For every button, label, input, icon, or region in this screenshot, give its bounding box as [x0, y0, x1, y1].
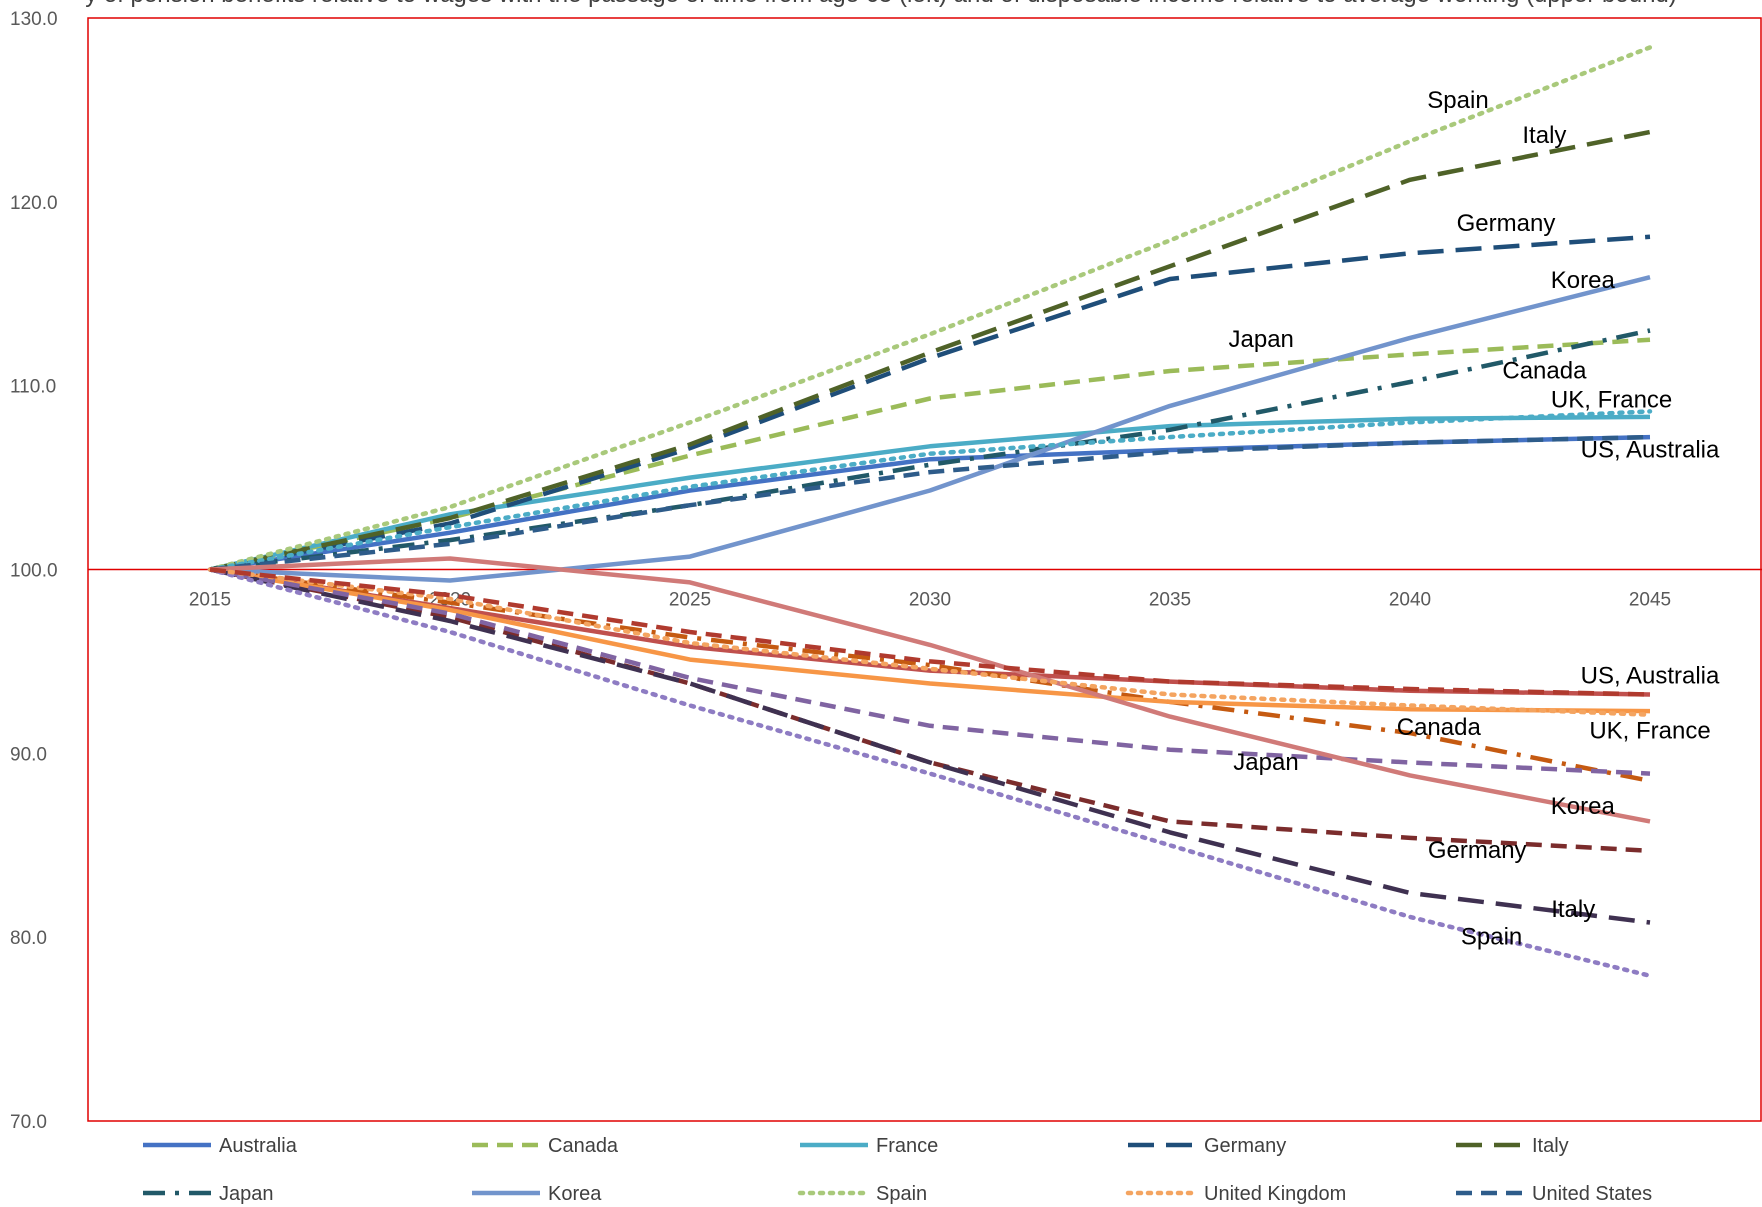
- x-tick-label: 2015: [189, 590, 231, 611]
- y-tick-label: 70.0: [10, 1112, 47, 1133]
- series-line-upper-canada: [209, 337, 1651, 572]
- series-annotation: Spain: [1427, 87, 1488, 114]
- legend-label: Korea: [548, 1183, 602, 1205]
- series-line-upper-spain: [207, 45, 1653, 572]
- series-annotation: Germany: [1428, 837, 1527, 864]
- series-line-upper-united-states: [209, 434, 1651, 572]
- legend-label: Germany: [1204, 1135, 1286, 1157]
- series-annotation: Japan: [1229, 326, 1294, 353]
- legend-entry-spain: Spain: [797, 1183, 927, 1205]
- series-annotation: Korea: [1551, 793, 1616, 820]
- series-annotation: Canada: [1397, 714, 1482, 741]
- annotation-layer: Spain Italy Germany Korea Japan Canada UK, Fra…: [1229, 87, 1721, 950]
- series-annotation: Spain: [1461, 924, 1522, 951]
- series-annotation: US, Australia: [1581, 436, 1720, 463]
- legend-label: Italy: [1532, 1135, 1569, 1157]
- series-line-lower-france: [209, 567, 1651, 714]
- series-layer: [207, 45, 1653, 979]
- series-line-lower-germany: [209, 567, 1651, 854]
- series-line-lower-united-kingdom: [207, 567, 1653, 717]
- legend-label: France: [876, 1135, 938, 1157]
- legend-entry-canada: Canada: [472, 1135, 619, 1157]
- series-annotation: US, Australia: [1581, 662, 1720, 689]
- series-line-upper-japan: [209, 328, 1651, 572]
- series-line-lower-australia: [209, 567, 1651, 697]
- y-tick-label: 110.0: [10, 377, 56, 398]
- series-line-upper-france: [209, 414, 1651, 572]
- legend-layer: Australia Canada France Germany Italy Japan Ko…: [143, 1135, 1652, 1205]
- series-line-upper-korea: [209, 275, 1651, 583]
- series-annotation: UK, France: [1551, 387, 1672, 414]
- y-tick-label: 90.0: [10, 744, 47, 765]
- series-line-lower-spain: [207, 567, 1653, 979]
- legend-label: Canada: [548, 1135, 619, 1157]
- legend-entry-japan: Japan: [143, 1183, 274, 1205]
- series-annotation: Italy: [1551, 896, 1595, 923]
- series-annotation: Italy: [1522, 122, 1566, 149]
- x-tick-label: 2035: [1149, 590, 1191, 611]
- y-tick-label: 80.0: [10, 928, 47, 949]
- series-line-lower-united-states: [209, 567, 1651, 697]
- x-tick-label: 2025: [669, 590, 711, 611]
- series-annotation: Germany: [1457, 210, 1556, 237]
- series-line-upper-australia: [209, 434, 1651, 572]
- legend-label: Australia: [219, 1135, 298, 1157]
- legend-entry-germany: Germany: [1128, 1135, 1286, 1157]
- y-tick-label: 120.0: [10, 193, 58, 214]
- legend-entry-france: France: [800, 1135, 938, 1157]
- legend-label: United States: [1532, 1183, 1652, 1205]
- series-line-lower-italy: [209, 567, 1651, 925]
- series-line-lower-canada: [209, 567, 1651, 784]
- series-line-lower-japan: [209, 567, 1651, 776]
- legend-label: Spain: [876, 1183, 927, 1205]
- legend-label: Japan: [219, 1183, 274, 1205]
- legend-entry-united-states: United States: [1456, 1183, 1652, 1205]
- y-tick-label: 100.0: [10, 561, 58, 582]
- chart-title: y of pension benefits relative to wages …: [85, 0, 1677, 8]
- series-line-lower-korea: [209, 556, 1651, 824]
- series-annotation: UK, France: [1589, 718, 1710, 745]
- series-line-upper-united-kingdom: [207, 409, 1653, 572]
- x-tick-label: 2045: [1629, 590, 1671, 611]
- series-line-upper-germany: [209, 234, 1651, 572]
- x-tick-label: 2030: [909, 590, 951, 611]
- series-annotation: Korea: [1551, 267, 1616, 294]
- legend-entry-italy: Italy: [1456, 1135, 1569, 1157]
- legend-entry-australia: Australia: [143, 1135, 298, 1157]
- legend-entry-united-kingdom: United Kingdom: [1125, 1183, 1346, 1205]
- series-annotation: Japan: [1233, 749, 1298, 776]
- y-tick-label: 130.0: [10, 9, 58, 30]
- series-line-upper-italy: [209, 129, 1651, 572]
- legend-entry-korea: Korea: [472, 1183, 602, 1205]
- chart-title-layer: y of pension benefits relative to wages …: [85, 0, 1677, 8]
- x-tick-label: 2040: [1389, 590, 1431, 611]
- legend-label: United Kingdom: [1204, 1183, 1346, 1205]
- series-annotation: Canada: [1502, 357, 1587, 384]
